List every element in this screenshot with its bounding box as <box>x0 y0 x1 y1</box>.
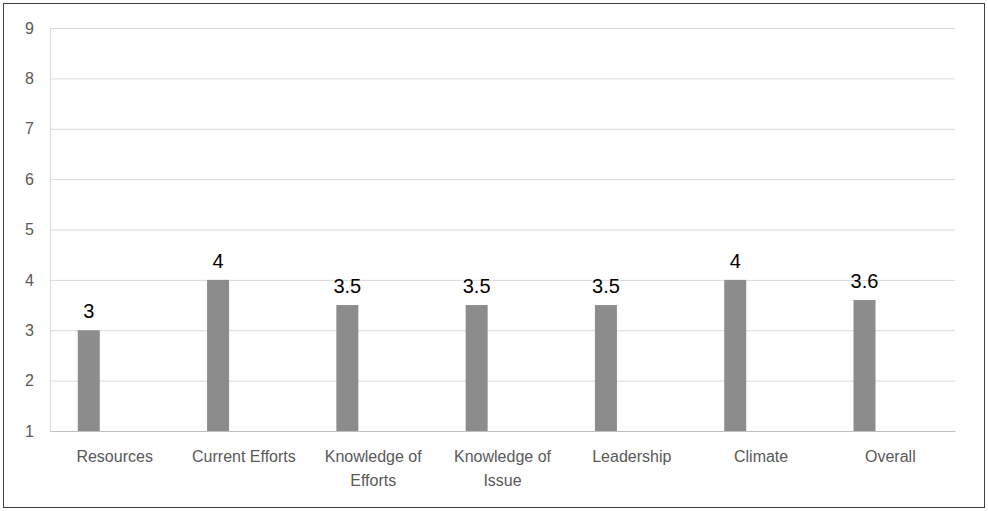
data-label: 3.5 <box>592 275 620 297</box>
grid-line <box>50 431 955 432</box>
grid-line <box>50 78 955 79</box>
grid-line <box>50 381 955 382</box>
chart-frame <box>4 4 985 508</box>
x-tick-label: Leadership <box>592 448 671 465</box>
y-tick-label: 5 <box>25 221 34 238</box>
x-axis: Resources Current Efforts Knowledge of Effo… <box>51 432 956 490</box>
x-tick: Knowledge of Efforts <box>325 448 423 489</box>
bar <box>336 305 358 431</box>
y-axis: 1 2 3 4 5 6 7 8 9 <box>25 20 955 440</box>
y-tick-label: 6 <box>25 171 34 188</box>
x-tick-label: Knowledge of Issue <box>454 448 552 489</box>
x-tick: Climate <box>734 448 788 465</box>
x-tick-label-line: Climate <box>734 448 788 465</box>
data-labels: 3 4 3.5 3.5 3.5 4 3.6 <box>83 250 878 322</box>
y-tick-label: 8 <box>25 70 34 87</box>
data-label: 4 <box>213 250 224 272</box>
x-tick-label: Resources <box>76 448 152 465</box>
bar <box>724 280 746 431</box>
y-tick: 7 <box>25 120 955 137</box>
y-tick: 3 <box>25 322 955 339</box>
x-tick-label: Current Efforts <box>192 448 296 465</box>
x-tick-label-line: Resources <box>76 448 152 465</box>
y-axis-line <box>51 29 956 432</box>
grid-line <box>50 280 955 281</box>
x-tick-label: Knowledge of Efforts <box>325 448 423 489</box>
grid-line <box>50 179 955 180</box>
x-tick: Knowledge of Issue <box>454 448 552 489</box>
y-tick-label: 4 <box>25 271 34 288</box>
y-tick: 1 <box>25 423 955 440</box>
y-tick-label: 1 <box>25 423 34 440</box>
y-tick-label: 2 <box>25 372 34 389</box>
x-tick-label-line: Overall <box>865 448 916 465</box>
x-tick-label: Overall <box>865 448 916 465</box>
y-tick: 6 <box>25 171 955 188</box>
grid-line <box>50 330 955 331</box>
y-tick-label: 7 <box>25 120 34 137</box>
x-tick: Leadership <box>592 448 671 465</box>
data-label: 4 <box>730 250 741 272</box>
y-tick-label: 3 <box>25 322 34 339</box>
bar <box>78 330 100 431</box>
x-tick-label: Climate <box>734 448 788 465</box>
grid-line <box>50 28 955 29</box>
y-tick: 2 <box>25 372 955 389</box>
bars <box>78 280 876 431</box>
bar <box>854 300 876 431</box>
chart-container: 1 2 3 4 5 6 7 8 9 Resources Current Efforts Knowled… <box>0 0 988 511</box>
y-tick: 9 <box>25 20 955 37</box>
x-tick-label-line: Issue <box>483 472 521 489</box>
x-tick-label-line: Efforts <box>350 472 396 489</box>
x-tick: Overall <box>865 448 916 465</box>
x-tick-label-line: Leadership <box>592 448 671 465</box>
x-tick: Resources <box>76 448 152 465</box>
bar <box>466 305 488 431</box>
data-label: 3.5 <box>463 275 491 297</box>
grid-line <box>50 129 955 130</box>
data-label: 3.6 <box>851 270 879 292</box>
x-axis-line <box>51 431 956 432</box>
x-tick-label-line: Knowledge of <box>325 448 423 465</box>
bar <box>207 280 229 431</box>
grid-line <box>50 230 955 231</box>
plot-area: 1 2 3 4 5 6 7 8 9 Resources Current Efforts Knowled… <box>25 20 955 490</box>
x-tick-label-line: Current Efforts <box>192 448 296 465</box>
y-tick-label: 9 <box>25 20 34 37</box>
y-tick: 8 <box>25 70 955 87</box>
x-tick: Current Efforts <box>192 448 296 465</box>
data-label: 3 <box>83 300 94 322</box>
x-tick-label-line: Knowledge of <box>454 448 552 465</box>
y-tick: 5 <box>25 221 955 238</box>
bar <box>595 305 617 431</box>
data-label: 3.5 <box>333 275 361 297</box>
chart-svg: 1 2 3 4 5 6 7 8 9 Resources Current Efforts Knowled… <box>0 0 988 511</box>
